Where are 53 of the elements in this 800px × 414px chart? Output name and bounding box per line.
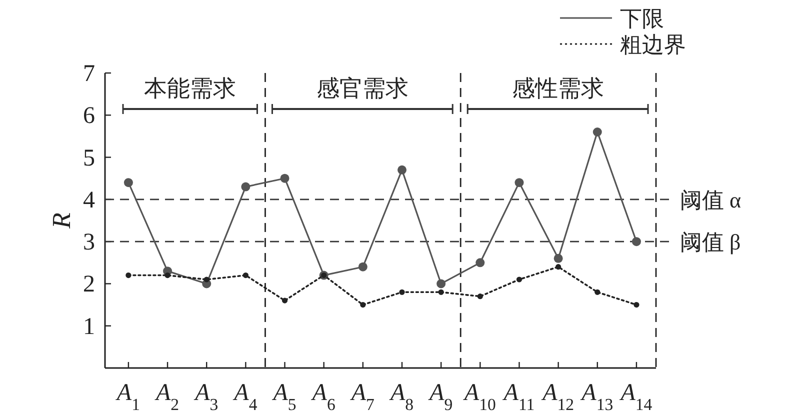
y-tick-label: 1: [83, 314, 95, 340]
y-tick-label: 7: [83, 61, 95, 87]
point: [241, 182, 250, 192]
point: [632, 237, 641, 246]
y-tick-label: 6: [83, 103, 95, 130]
point: [358, 262, 368, 272]
y-axis-title: R: [47, 212, 76, 230]
point: [554, 254, 563, 263]
point: [438, 289, 444, 295]
y-tick-label: 4: [83, 187, 95, 214]
point: [397, 165, 406, 174]
x-tick-label: A$_{7}$: [349, 380, 374, 414]
x-tick-label: A$_{14}$: [618, 380, 653, 414]
ref-line-label: 阈值 α: [680, 187, 742, 212]
point: [399, 289, 405, 295]
x-tick-label: A$_{9}$: [428, 380, 453, 414]
ref-line-label: 阈值 β: [680, 230, 741, 255]
point: [164, 272, 170, 278]
point: [476, 258, 485, 268]
x-tick-label: A$_{6}$: [310, 380, 336, 414]
x-tick-label: A$_{11}$: [502, 380, 535, 414]
point: [592, 128, 602, 136]
point: [280, 174, 290, 183]
point: [360, 302, 366, 308]
point: [124, 178, 133, 188]
x-tick-label: A$_{2}$: [154, 380, 180, 414]
annotation: 感官需求: [316, 76, 408, 101]
annotation: 感性需求: [512, 76, 604, 101]
x-tick-label: A$_{3}$: [193, 380, 218, 414]
x-tick-label: A$_{10}$: [462, 380, 496, 414]
y-tick-label: 5: [83, 145, 95, 172]
point: [242, 272, 248, 278]
point: [204, 276, 210, 282]
point: [126, 272, 132, 278]
point: [516, 276, 522, 282]
annotation: 本能需求: [144, 76, 236, 101]
point: [514, 178, 524, 188]
x-tick-label: A$_{12}$: [540, 380, 574, 414]
point: [556, 264, 562, 270]
point: [477, 294, 483, 300]
legend-label: 下限: [620, 6, 664, 31]
point: [436, 279, 446, 288]
x-tick-label: A$_{8}$: [388, 380, 414, 414]
point: [282, 298, 288, 304]
y-tick-label: 3: [83, 230, 95, 256]
y-tick-label: 2: [83, 272, 95, 298]
x-tick-label: A$_{1}$: [114, 380, 140, 414]
x-tick-label: A$_{5}$: [271, 380, 296, 414]
point: [594, 289, 600, 295]
x-tick-label: A$_{13}$: [580, 380, 614, 414]
x-tick-label: A$_{4}$: [232, 380, 258, 414]
point: [634, 302, 640, 308]
legend-label: 粗边界: [620, 32, 686, 57]
